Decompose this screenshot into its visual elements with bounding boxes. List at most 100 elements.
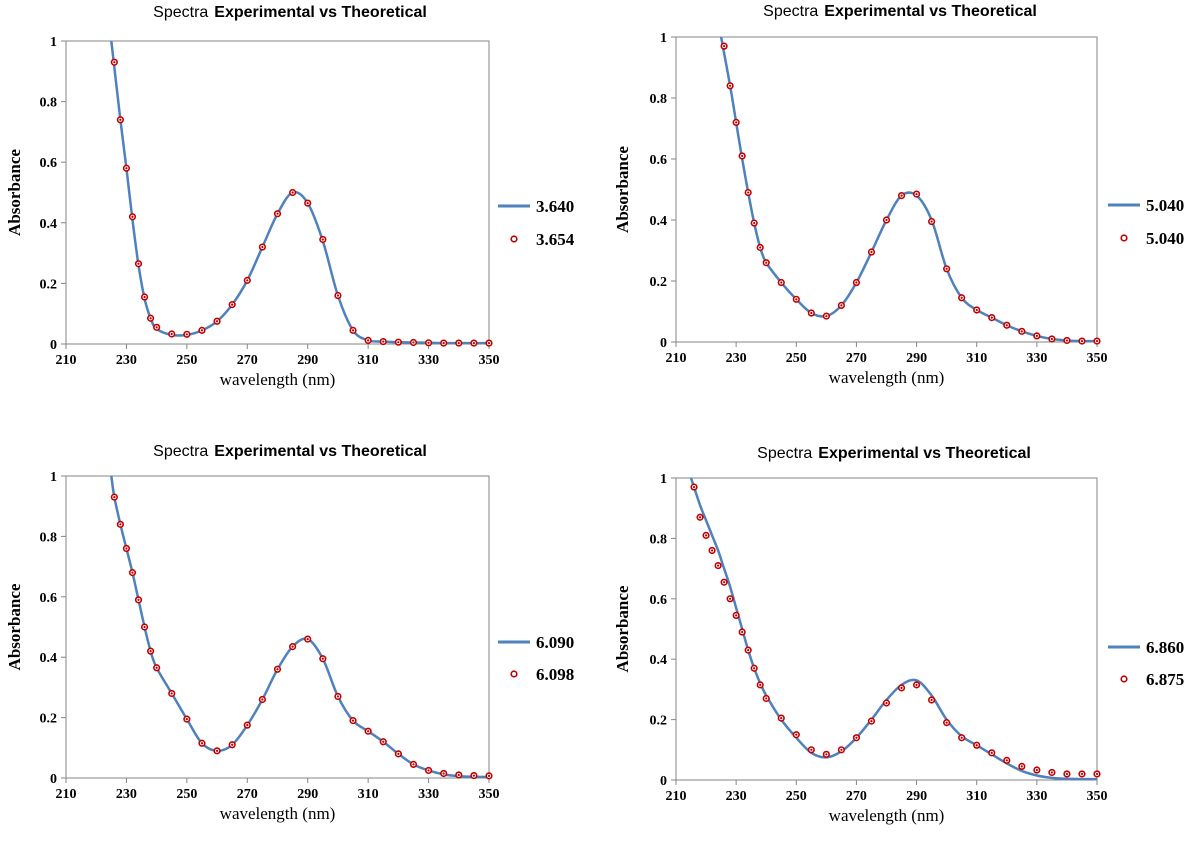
y-axis-label: Absorbance (5, 583, 24, 670)
data-point-core (457, 773, 460, 777)
y-tick-label: 0.4 (40, 651, 58, 666)
data-point-core (215, 749, 219, 752)
data-point-core (1050, 337, 1053, 341)
data-point-core (487, 341, 491, 345)
data-point-core (1065, 339, 1069, 342)
legend: 5.040 5.040 (1108, 196, 1184, 248)
data-point-core (990, 751, 993, 754)
x-tick-label: 210 (56, 787, 77, 802)
legend: 6.090 6.098 (498, 633, 574, 684)
data-point-core (747, 191, 750, 194)
data-point-core (735, 614, 738, 617)
x-tick-label: 250 (786, 351, 807, 366)
data-point-core (336, 695, 340, 698)
data-point-core (1050, 771, 1053, 774)
legend-label: 3.640 (536, 197, 574, 216)
plot-area (65, 40, 490, 345)
data-point-core (1020, 330, 1023, 333)
data-point-core (945, 267, 948, 270)
data-point-core (200, 742, 204, 745)
data-point-core (840, 304, 843, 307)
x-tick-label: 250 (176, 787, 197, 802)
data-point-core (975, 308, 978, 312)
data-point-core (487, 774, 491, 777)
y-tick-label: 0.2 (40, 277, 58, 292)
data-point-core (723, 581, 726, 584)
plot-area (675, 477, 1098, 781)
data-point-core (692, 485, 696, 489)
data-point-core (885, 218, 888, 222)
data-point-core (915, 192, 918, 196)
y-tick-label: 0 (660, 774, 667, 789)
data-point-core (780, 716, 783, 720)
data-point-core (170, 332, 173, 336)
data-point-core (915, 683, 918, 686)
x-tick-label: 350 (479, 353, 500, 368)
data-point-core (215, 320, 219, 323)
x-tick-label: 310 (966, 789, 987, 804)
x-tick-label: 210 (56, 353, 77, 368)
data-point-core (930, 698, 933, 702)
x-tick-label: 270 (237, 353, 258, 368)
legend-label: 5.040 (1146, 196, 1184, 215)
legend-marker-swatch (1120, 234, 1128, 242)
y-tick-label: 0.8 (650, 532, 668, 547)
legend-label: 5.040 (1146, 229, 1184, 248)
data-point-core (472, 341, 475, 345)
data-point-core (119, 118, 122, 121)
data-point-core (367, 339, 370, 342)
y-tick-label: 0 (660, 336, 667, 351)
y-tick-label: 0.4 (650, 214, 668, 229)
data-point-core (765, 697, 768, 700)
data-point-core (321, 657, 324, 660)
data-point-core (442, 772, 445, 775)
data-point-core (336, 294, 340, 297)
y-tick-label: 0.6 (650, 593, 668, 608)
data-point-core (855, 281, 858, 284)
data-point-core (351, 329, 355, 332)
chart-title-prefix: Spectra (153, 443, 208, 460)
data-point-core (704, 534, 708, 537)
data-point-core (113, 61, 116, 64)
y-tick-label: 1 (50, 35, 57, 50)
chart-panel-3: Spectra Experimental vs Theoretical 0 0.2 0.… (5, 443, 574, 823)
data-point-core (185, 333, 188, 336)
data-point-core (870, 250, 873, 254)
data-point-core (795, 733, 798, 736)
data-point-core (780, 281, 783, 284)
legend: 3.640 3.654 (498, 197, 575, 249)
data-point-core (741, 154, 744, 158)
data-point-core (960, 296, 963, 299)
data-point-core (321, 238, 324, 241)
x-tick-label: 330 (1026, 789, 1047, 804)
data-point-core (753, 221, 756, 225)
x-tick-label: 330 (1026, 351, 1047, 366)
chart-title-prefix: Spectra (763, 3, 818, 20)
data-point-core (231, 303, 234, 306)
data-point-core (261, 245, 264, 249)
x-tick-label: 310 (358, 353, 379, 368)
y-tick-label: 0 (50, 772, 57, 787)
data-point-core (131, 215, 134, 218)
data-point-core (900, 194, 903, 197)
data-point-core (930, 220, 933, 223)
x-tick-label: 210 (666, 789, 687, 804)
y-tick-label: 0.4 (40, 217, 58, 232)
x-tick-label: 230 (726, 789, 747, 804)
y-tick-label: 1 (50, 470, 57, 485)
data-point-core (1080, 772, 1084, 776)
x-axis-label: wavelength (nm) (220, 804, 336, 823)
data-point-core (291, 191, 294, 194)
y-tick-label: 0.2 (650, 275, 668, 290)
legend-label: 6.090 (536, 633, 574, 652)
chart-title-prefix: Spectra (153, 4, 208, 21)
data-point-core (137, 262, 140, 265)
y-tick-label: 0.2 (650, 714, 668, 729)
y-tick-label: 0.8 (40, 530, 58, 545)
data-point-core (291, 645, 294, 648)
data-point-core (698, 516, 702, 519)
y-tick-label: 1 (660, 472, 667, 487)
data-point-core (855, 736, 858, 739)
data-point-core (759, 683, 762, 686)
